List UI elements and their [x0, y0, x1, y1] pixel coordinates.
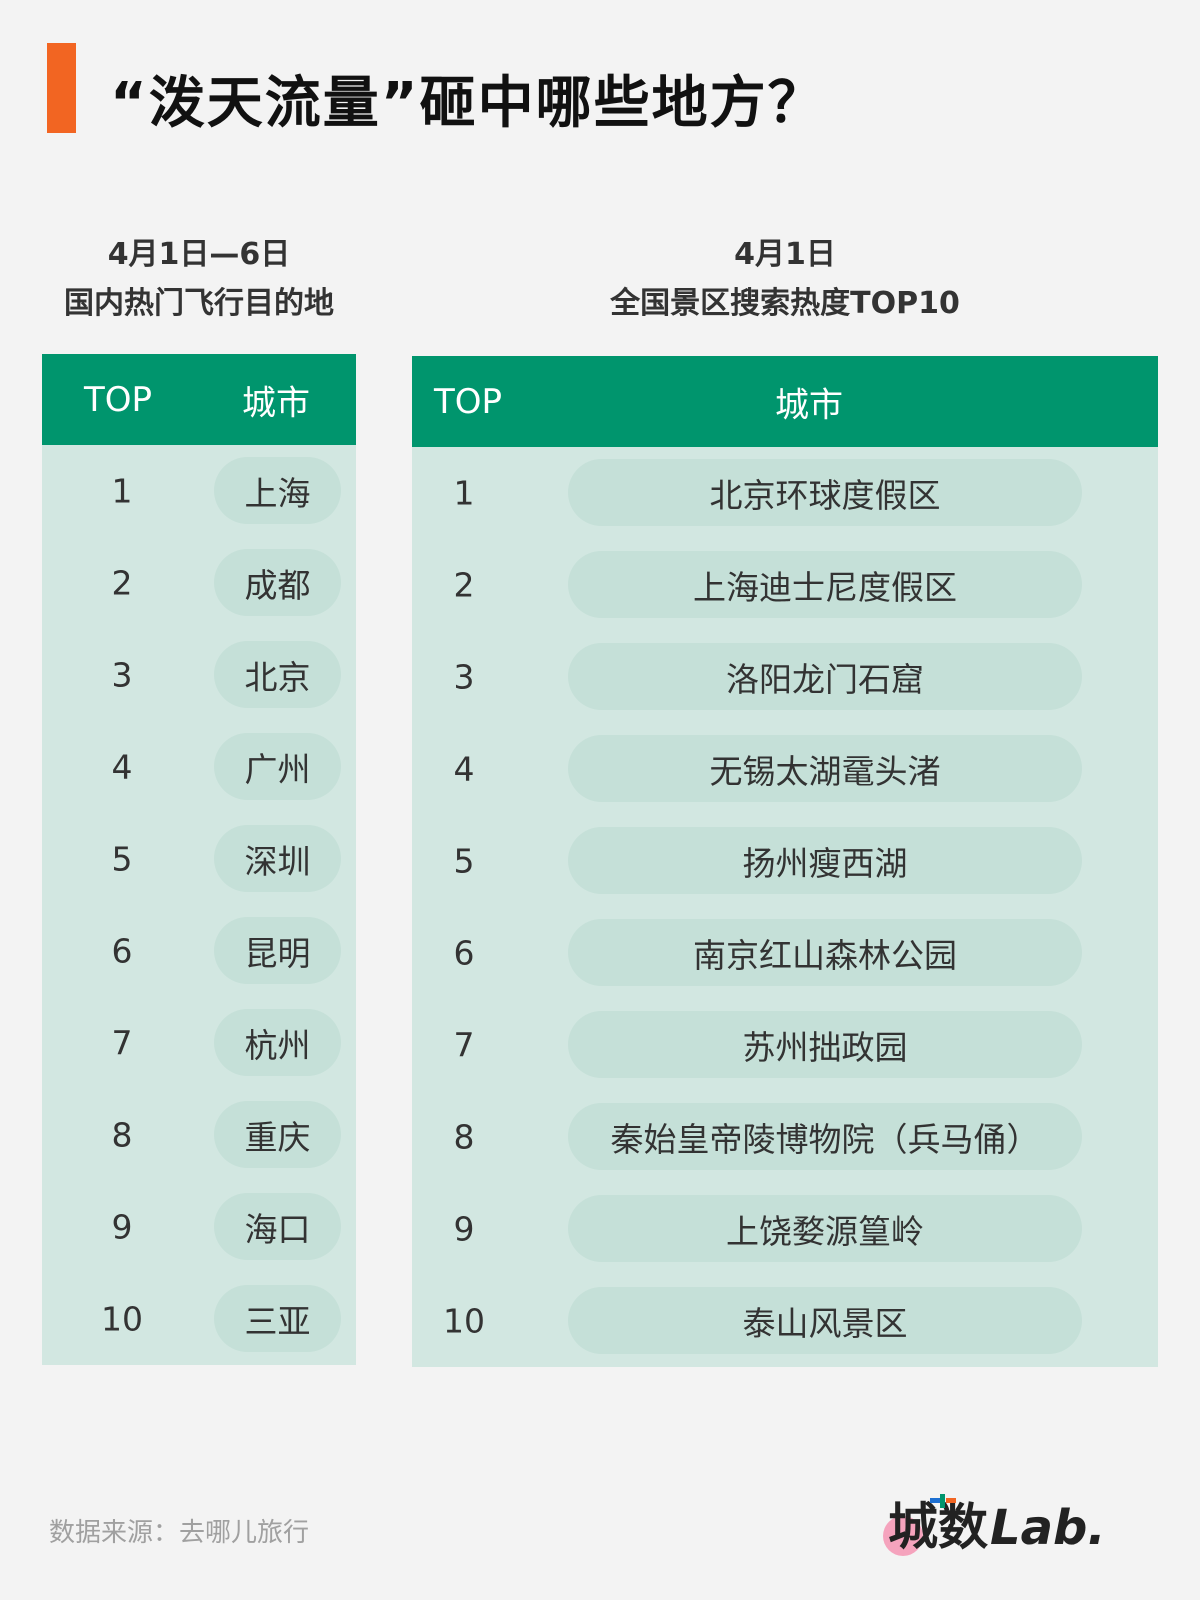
place-name: 扬州瘦西湖: [568, 827, 1082, 894]
rank: 4: [453, 749, 475, 789]
rank: 6: [453, 933, 475, 973]
page-title: “泼天流量”砸中哪些地方？: [110, 71, 826, 136]
left-subtitle: 4月1日—6日 国内热门飞行目的地: [42, 230, 356, 328]
right-subtitle: 4月1日 全国景区搜索热度TOP10: [412, 230, 1158, 328]
col-city: 城市: [242, 383, 310, 423]
col-city: 城市: [775, 385, 843, 425]
table-row: 1 上海: [42, 445, 356, 537]
table-row: 2 上海迪士尼度假区: [412, 539, 1158, 631]
table-row: 4 广州: [42, 721, 356, 813]
place-name: 秦始皇帝陵博物院（兵马俑）: [568, 1103, 1082, 1170]
table-row: 10 泰山风景区: [412, 1275, 1158, 1367]
table-row: 3 北京: [42, 629, 356, 721]
rank: 9: [453, 1209, 475, 1249]
place-name: 深圳: [214, 825, 341, 892]
table-row: 10 三亚: [42, 1273, 356, 1365]
rank: 1: [453, 473, 475, 513]
scenic-spot-table: TOP 城市 1 北京环球度假区 2 上海迪士尼度假区 3 洛阳龙门石窟 4 无锡太湖鼋头渚 5…: [412, 356, 1158, 1367]
table-row: 6 昆明: [42, 905, 356, 997]
rank: 3: [111, 655, 133, 695]
place-name: 上海: [214, 457, 341, 524]
rank: 7: [111, 1023, 133, 1063]
rank: 5: [111, 839, 133, 879]
place-name: 广州: [214, 733, 341, 800]
left-subtitle-label: 国内热门飞行目的地: [64, 286, 334, 321]
table-row: 2 成都: [42, 537, 356, 629]
rank: 2: [111, 563, 133, 603]
rank: 10: [101, 1299, 143, 1339]
table-row: 5 扬州瘦西湖: [412, 815, 1158, 907]
rank: 3: [453, 657, 475, 697]
svg-text:城数: 城数: [888, 1498, 988, 1556]
flight-destination-table: TOP 城市 1 上海 2 成都 3 北京 4 广州 5 深圳 6 昆明 7 杭州 8 重庆 9 海口 10 三亚: [42, 354, 356, 1365]
right-subtitle-date: 4月1日: [734, 237, 836, 272]
rank: 8: [111, 1115, 133, 1155]
rank: 5: [453, 841, 475, 881]
place-name: 海口: [214, 1193, 341, 1260]
table-row: 6 南京红山森林公园: [412, 907, 1158, 999]
logo: 城数 Lab.: [883, 1494, 1106, 1556]
table-row: 1 北京环球度假区: [412, 447, 1158, 539]
rank: 10: [443, 1301, 485, 1341]
table-row: 7 苏州拙政园: [412, 999, 1158, 1091]
rank: 7: [453, 1025, 475, 1065]
rank: 2: [453, 565, 475, 605]
place-name: 三亚: [214, 1285, 341, 1352]
table-row: 9 海口: [42, 1181, 356, 1273]
rank: 4: [111, 747, 133, 787]
place-name: 泰山风景区: [568, 1287, 1082, 1354]
left-subtitle-date: 4月1日—6日: [107, 237, 291, 272]
col-top: TOP: [84, 379, 153, 420]
place-name: 成都: [214, 549, 341, 616]
table-row: 8 重庆: [42, 1089, 356, 1181]
place-name: 无锡太湖鼋头渚: [568, 735, 1082, 802]
table-row: 4 无锡太湖鼋头渚: [412, 723, 1158, 815]
right-subtitle-label: 全国景区搜索热度TOP10: [610, 286, 960, 321]
table-row: 9 上饶婺源篁岭: [412, 1183, 1158, 1275]
table-header: TOP 城市: [412, 356, 1158, 447]
place-name: 苏州拙政园: [568, 1011, 1082, 1078]
place-name: 昆明: [214, 917, 341, 984]
data-source: 数据来源：去哪儿旅行: [49, 1518, 310, 1548]
rank: 6: [111, 931, 133, 971]
place-name: 上饶婺源篁岭: [568, 1195, 1082, 1262]
place-name: 北京环球度假区: [568, 459, 1082, 526]
table-row: 3 洛阳龙门石窟: [412, 631, 1158, 723]
place-name: 杭州: [214, 1009, 341, 1076]
place-name: 上海迪士尼度假区: [568, 551, 1082, 618]
rank: 1: [111, 471, 133, 511]
table-row: 8 秦始皇帝陵博物院（兵马俑）: [412, 1091, 1158, 1183]
rank: 8: [453, 1117, 475, 1157]
rank: 9: [111, 1207, 133, 1247]
title-accent-bar: [47, 43, 76, 133]
place-name: 南京红山森林公园: [568, 919, 1082, 986]
svg-text:Lab.: Lab.: [990, 1500, 1106, 1556]
place-name: 洛阳龙门石窟: [568, 643, 1082, 710]
col-top: TOP: [434, 381, 503, 422]
table-header: TOP 城市: [42, 354, 356, 445]
table-row: 7 杭州: [42, 997, 356, 1089]
place-name: 北京: [214, 641, 341, 708]
table-row: 5 深圳: [42, 813, 356, 905]
place-name: 重庆: [214, 1101, 341, 1168]
